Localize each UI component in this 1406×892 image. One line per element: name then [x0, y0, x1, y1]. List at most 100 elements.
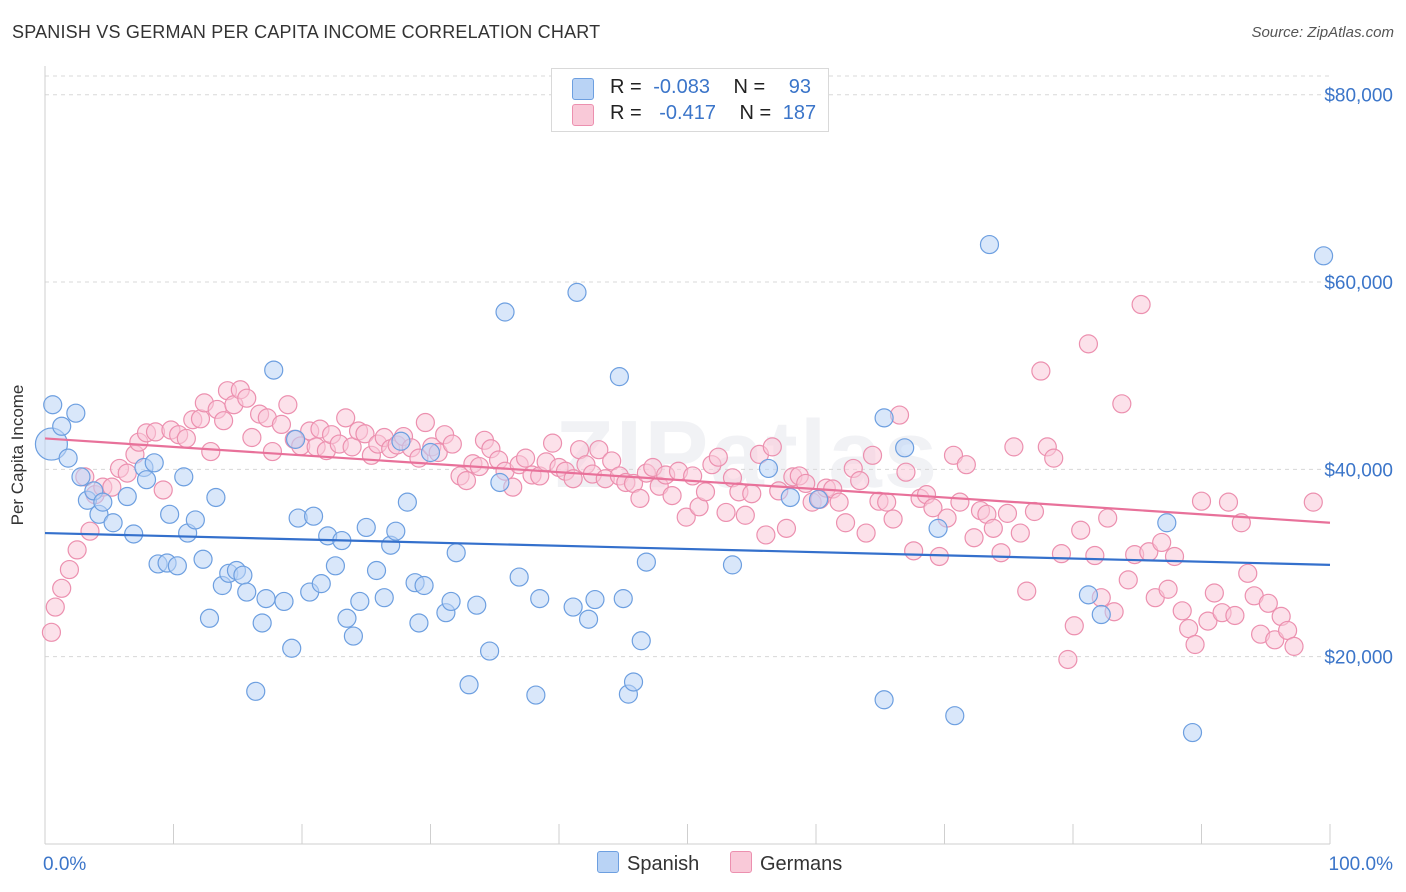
point-germans [1258, 593, 1278, 613]
legend-n-value-germans: 187 [782, 102, 817, 124]
point-germans [1238, 563, 1258, 583]
x-tick-label-min: 0.0% [43, 854, 86, 875]
point-spanish [526, 685, 546, 705]
point-spanish [274, 591, 294, 612]
point-spanish [609, 367, 629, 387]
point-spanish [585, 589, 605, 610]
point-germans [52, 578, 72, 598]
legend-n-value-spanish: 93 [788, 76, 812, 98]
point-spanish [366, 560, 387, 581]
point-germans [877, 492, 897, 512]
point-germans [41, 622, 62, 642]
point-germans [1024, 501, 1045, 522]
point-spanish [780, 487, 800, 508]
point-spanish [979, 234, 1000, 255]
point-germans [1172, 601, 1192, 621]
bottom-legend-spanish: Spanish [597, 851, 699, 876]
point-spanish [34, 427, 69, 461]
point-spanish [495, 302, 515, 322]
bottom-legend-germans: Germans [730, 851, 842, 876]
point-germans [923, 498, 943, 518]
point-spanish [874, 690, 894, 710]
legend-r-value-spanish: -0.083 [653, 76, 710, 98]
point-spanish [420, 442, 441, 463]
point-spanish [874, 408, 894, 428]
point-spanish [256, 589, 276, 609]
point-germans [415, 412, 435, 433]
bottom-legend-swatch-spanish [597, 851, 619, 873]
point-germans [1152, 532, 1172, 553]
point-germans [1158, 579, 1178, 599]
point-germans [883, 509, 903, 529]
point-spanish [343, 626, 363, 646]
point-germans [983, 518, 1003, 538]
point-germans [278, 395, 298, 415]
point-germans [943, 445, 964, 465]
point-spanish [391, 431, 411, 451]
point-spanish [928, 518, 948, 538]
chart-source: Source: ZipAtlas.com [1251, 24, 1394, 41]
point-spanish [356, 517, 376, 538]
point-germans [271, 414, 292, 435]
point-spanish [136, 470, 157, 490]
point-spanish [124, 524, 144, 544]
y-tick-label: $60,000 [1324, 273, 1393, 294]
point-spanish [623, 672, 644, 692]
point-spanish [174, 467, 194, 487]
point-germans [67, 540, 87, 560]
point-spanish [1313, 246, 1334, 266]
point-germans [355, 424, 375, 444]
point-spanish [350, 591, 370, 612]
point-germans [1277, 620, 1298, 641]
trendline-spanish [44, 531, 1331, 566]
point-spanish [199, 608, 220, 628]
point-spanish [144, 453, 164, 473]
point-germans [602, 451, 622, 471]
point-spanish [233, 565, 253, 585]
point-germans [1098, 508, 1118, 528]
point-spanish [285, 429, 306, 449]
point-germans [1265, 630, 1285, 650]
point-germans [1303, 492, 1323, 512]
point-spanish [52, 416, 72, 436]
point-germans [153, 480, 173, 500]
point-spanish [252, 613, 272, 633]
point-germans [762, 437, 782, 457]
point-germans [1225, 605, 1245, 626]
correlation-legend: R = -0.083 N = 93 R = -0.417 N = 187 [551, 68, 829, 132]
point-germans [708, 447, 728, 467]
point-spanish [480, 641, 500, 661]
point-spanish [160, 504, 180, 524]
point-germans [1085, 545, 1105, 566]
point-spanish [103, 513, 123, 533]
point-spanish [613, 589, 633, 609]
point-spanish [71, 467, 91, 487]
point-germans [1017, 581, 1037, 601]
point-germans [997, 503, 1018, 523]
point-spanish [467, 595, 487, 615]
point-spanish [563, 597, 583, 617]
point-spanish [490, 472, 510, 493]
bottom-legend-swatch-germans [730, 851, 752, 873]
point-spanish [1157, 513, 1177, 533]
point-spanish [636, 552, 656, 572]
point-spanish [303, 506, 324, 526]
point-germans [80, 521, 100, 541]
point-germans [1284, 636, 1304, 656]
point-germans [262, 441, 283, 462]
y-tick-label: $80,000 [1324, 86, 1393, 107]
point-spanish [282, 638, 302, 658]
point-germans [1004, 437, 1024, 457]
point-germans [1031, 361, 1051, 381]
point-germans [242, 427, 262, 448]
point-germans [1204, 583, 1224, 603]
point-germans [542, 433, 563, 453]
point-spanish [1182, 722, 1203, 743]
bottom-legend-label-spanish: Spanish [627, 853, 700, 875]
trendline-germans [44, 437, 1331, 524]
point-germans [776, 518, 797, 538]
point-spanish [895, 438, 915, 458]
point-germans [1131, 294, 1151, 315]
point-germans [1058, 649, 1078, 670]
